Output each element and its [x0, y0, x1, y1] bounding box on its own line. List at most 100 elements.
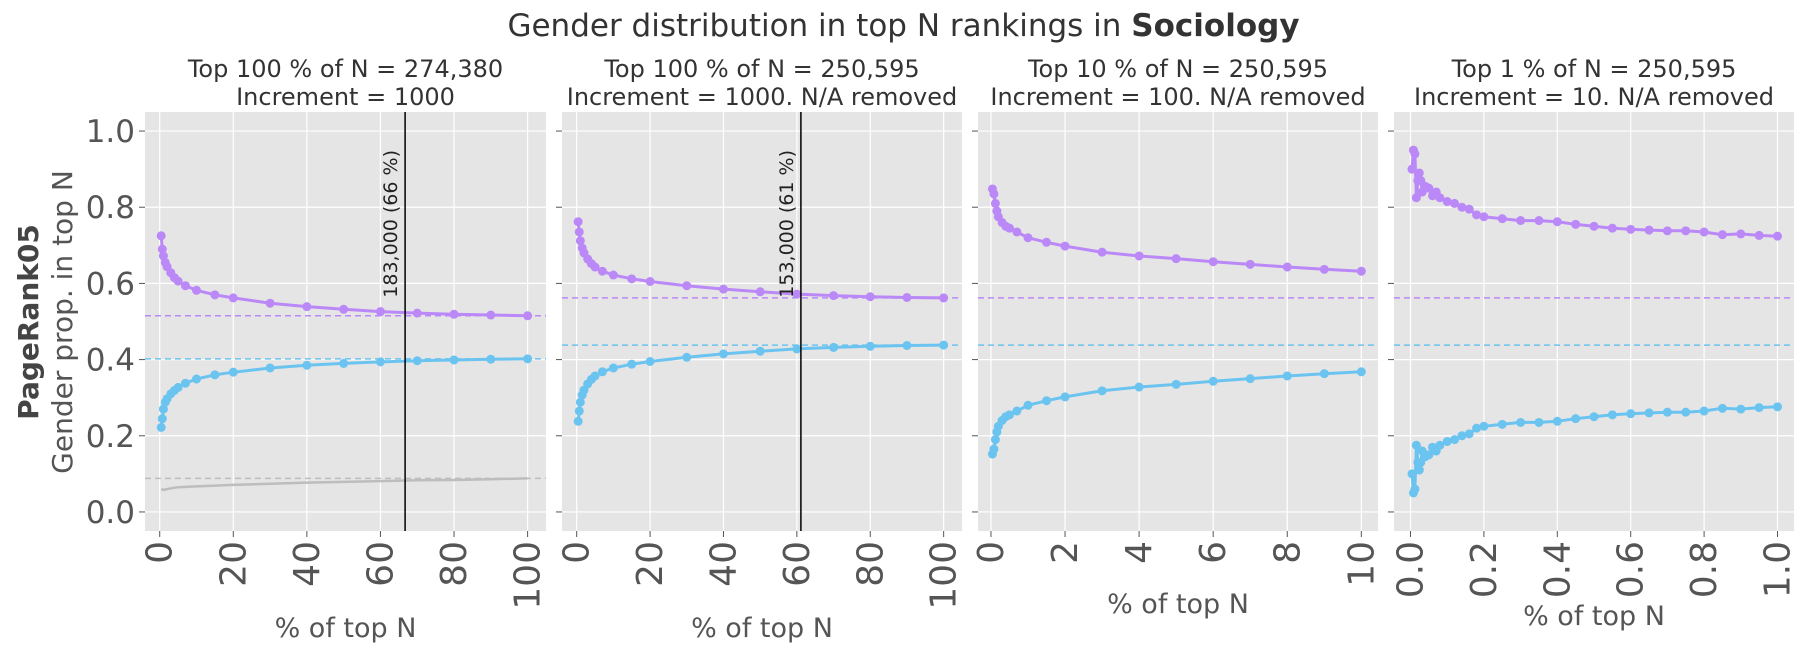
- data-point-men: [1060, 392, 1070, 402]
- data-point-men: [989, 444, 999, 454]
- data-point-women: [449, 309, 459, 319]
- data-point-women: [1042, 237, 1052, 247]
- y-axis-label: Gender prop. in top N: [46, 170, 79, 474]
- x-axis-label: % of top N: [1523, 601, 1665, 632]
- data-point-women: [1435, 193, 1445, 203]
- data-point-women: [1464, 204, 1474, 214]
- data-point-women: [1736, 229, 1746, 239]
- data-point-women: [265, 298, 275, 308]
- data-point-women: [228, 293, 238, 303]
- data-point-men: [1442, 436, 1452, 446]
- data-point-women: [1407, 164, 1417, 174]
- data-point-men: [375, 357, 385, 367]
- data-point-men: [1479, 421, 1489, 431]
- panel-title-line2: Increment = 1000: [236, 83, 455, 111]
- data-point-men: [1662, 407, 1672, 417]
- x-tick-label: 4: [1119, 541, 1160, 564]
- figure-title: Gender distribution in top N rankings in…: [0, 8, 1807, 44]
- data-point-women: [990, 198, 1000, 208]
- data-point-men: [228, 367, 238, 377]
- data-point-women: [1060, 241, 1070, 251]
- data-point-men: [180, 378, 190, 388]
- x-tick-label: 40: [287, 541, 328, 587]
- data-point-women: [1424, 183, 1434, 193]
- panel-2: 153,000 (61 %) Top 100 % of N = 250,595In…: [556, 55, 965, 644]
- data-point-men: [755, 346, 765, 356]
- data-point-men: [1012, 406, 1022, 416]
- data-point-men: [1023, 400, 1033, 410]
- y-tick-label: 0.4: [86, 343, 135, 379]
- x-tick-label: 1.0: [1757, 541, 1798, 598]
- data-point-women: [1004, 223, 1014, 233]
- data-point-men: [608, 363, 618, 373]
- y-tick-label: 0.6: [86, 266, 135, 302]
- data-point-women: [1282, 262, 1292, 272]
- data-point-men: [682, 352, 692, 362]
- data-point-men: [1772, 402, 1782, 412]
- data-point-men: [173, 382, 183, 392]
- x-tick-label: 100: [924, 541, 965, 610]
- panel-title-line1: Top 100 % of N = 274,380: [187, 55, 503, 83]
- data-point-women: [645, 277, 655, 287]
- data-point-women: [1450, 198, 1460, 208]
- data-point-men: [1004, 410, 1014, 420]
- data-point-men: [1097, 386, 1107, 396]
- x-tick-label: 60: [777, 541, 818, 587]
- y-tick-label: 1.0: [86, 114, 135, 150]
- data-point-men: [1042, 396, 1052, 406]
- data-point-men: [449, 355, 459, 365]
- data-point-women: [339, 304, 349, 314]
- data-point-women: [1662, 226, 1672, 236]
- x-tick-label: 8: [1267, 541, 1308, 564]
- data-point-women: [1516, 216, 1526, 226]
- data-point-men: [1681, 407, 1691, 417]
- x-tick-label: 100: [508, 541, 549, 610]
- data-point-men: [1717, 403, 1727, 413]
- data-point-men: [1134, 382, 1144, 392]
- x-tick-label: 0.8: [1684, 541, 1725, 598]
- series-line-unknown: [160, 477, 528, 492]
- data-point-men: [302, 360, 312, 370]
- data-point-men: [1607, 410, 1617, 420]
- data-point-men: [590, 371, 600, 381]
- y-tick-label: 0.2: [86, 419, 135, 455]
- data-point-women: [1097, 247, 1107, 257]
- data-point-men: [1571, 414, 1581, 424]
- x-tick-label: 80: [850, 541, 891, 587]
- data-point-men: [1699, 406, 1709, 416]
- data-point-men: [412, 356, 422, 366]
- data-point-men: [1644, 408, 1654, 418]
- data-point-women: [1319, 264, 1329, 274]
- data-point-women: [375, 307, 385, 317]
- threshold-label: 153,000 (61 %): [776, 150, 798, 298]
- data-point-men: [1319, 369, 1329, 379]
- data-point-women: [210, 290, 220, 300]
- data-point-men: [990, 435, 1000, 445]
- data-point-women: [682, 281, 692, 291]
- data-point-men: [1534, 417, 1544, 427]
- x-tick-label: 0: [140, 541, 181, 564]
- data-point-women: [792, 289, 802, 299]
- x-tick-label: 6: [1193, 541, 1234, 564]
- panel-title-line2: Increment = 1000. N/A removed: [567, 83, 958, 111]
- panel-title-line2: Increment = 10. N/A removed: [1414, 83, 1774, 111]
- data-point-women: [180, 281, 190, 291]
- data-point-women: [173, 276, 183, 286]
- data-point-women: [829, 291, 839, 301]
- data-point-women: [1479, 212, 1489, 222]
- data-point-men: [718, 349, 728, 359]
- x-axis-label: % of top N: [1107, 589, 1249, 620]
- data-point-men: [265, 363, 275, 373]
- x-tick-label: 0: [971, 541, 1012, 564]
- figure-title-field: Sociology: [1131, 8, 1300, 44]
- data-point-men: [1414, 465, 1424, 475]
- data-point-women: [1571, 219, 1581, 229]
- data-point-men: [1626, 409, 1636, 419]
- data-point-women: [608, 270, 618, 280]
- data-point-women: [412, 308, 422, 318]
- data-point-men: [1497, 419, 1507, 429]
- data-point-men: [829, 342, 839, 352]
- data-point-men: [486, 354, 496, 364]
- data-point-men: [1356, 367, 1366, 377]
